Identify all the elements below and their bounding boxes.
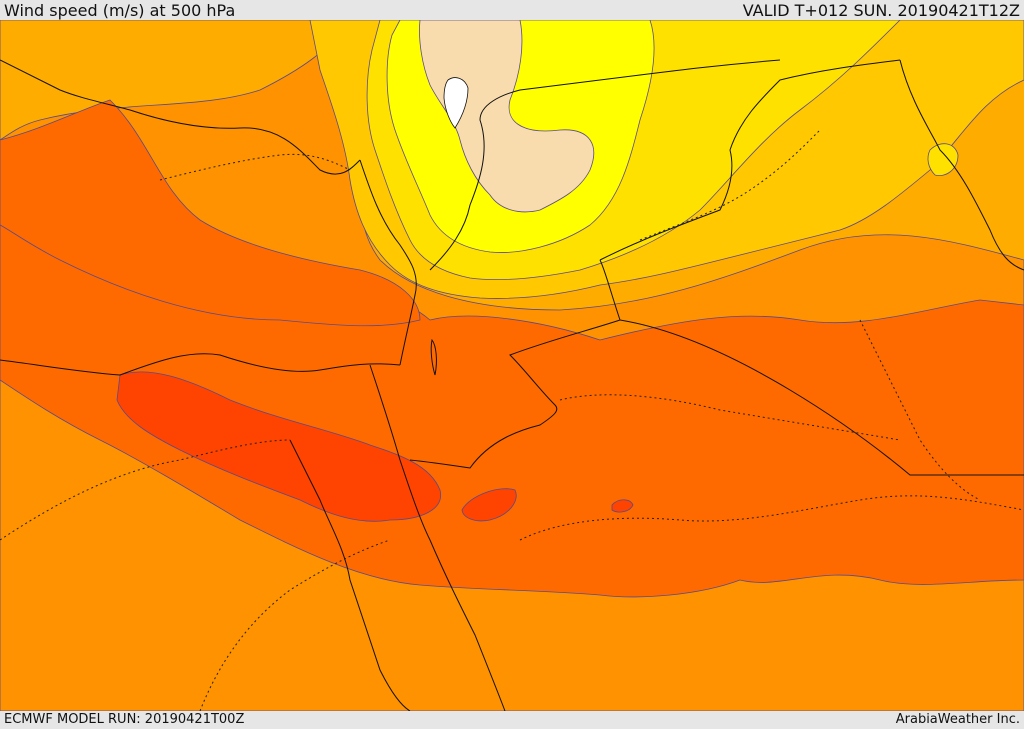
border-iraq-iran <box>899 59 1024 271</box>
wind-core-red-orange-small <box>611 499 634 513</box>
border-iraq <box>599 59 901 261</box>
wind-core-red-orange <box>116 371 441 522</box>
lake-water <box>443 77 469 129</box>
coastline-north <box>0 59 361 175</box>
wind-speed-map <box>0 20 1024 711</box>
borders <box>0 59 1024 711</box>
coastline-levant <box>359 159 417 366</box>
coastline-mediterranean-south <box>0 353 401 376</box>
border-jordan-saudi <box>409 259 621 469</box>
internal-border-egypt <box>0 439 291 541</box>
border-sinai <box>369 364 401 461</box>
internal-border-sudan <box>199 539 391 711</box>
internal-border-iran <box>859 319 981 501</box>
red-sea-coast <box>399 459 506 711</box>
internal-border-saudi-south <box>559 394 901 441</box>
wind-minimum-peach <box>419 20 595 213</box>
wind-core-red-orange-east <box>461 488 517 522</box>
map-title: Wind speed (m/s) at 500 hPa <box>4 1 236 20</box>
valid-time: VALID T+012 SUN. 20190421T12Z <box>742 1 1020 20</box>
internal-border-iraq <box>639 129 821 241</box>
model-run-label: ECMWF MODEL RUN: 20190421T00Z <box>4 712 245 727</box>
border-turkey-syria <box>429 59 781 271</box>
internal-border-turkey <box>159 153 351 181</box>
wind-spot-peach <box>927 143 959 177</box>
weather-map <box>0 20 1024 711</box>
dead-sea <box>430 338 437 376</box>
header-bar: Wind speed (m/s) at 500 hPa VALID T+012 … <box>0 0 1024 20</box>
footer-bar: ECMWF MODEL RUN: 20190421T00Z ArabiaWeat… <box>0 711 1024 729</box>
wind-band-dark-orange-west <box>0 99 421 327</box>
border-saudi-east <box>619 319 1024 476</box>
gulf-of-suez-coast <box>289 439 411 711</box>
internal-borders <box>0 129 1024 711</box>
credit-label: ArabiaWeather Inc. <box>895 712 1020 727</box>
